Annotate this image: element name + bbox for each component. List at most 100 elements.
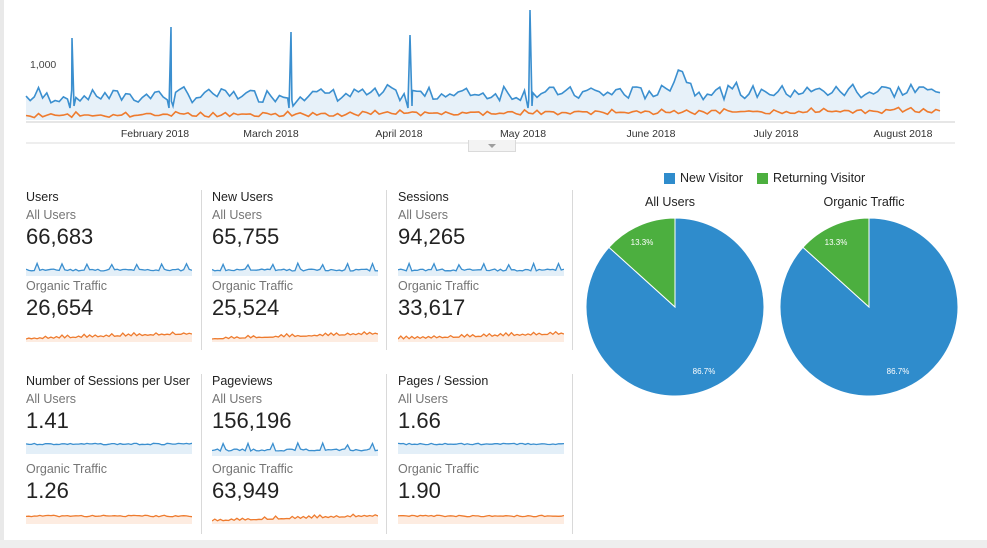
metric-title: Users — [26, 190, 59, 204]
metric-card-sessions: Sessions All Users 94,265 Organic Traffi… — [398, 190, 574, 350]
metric-card-pages-per-session: Pages / Session All Users 1.66 Organic T… — [398, 374, 574, 534]
metric-value: 1.90 — [398, 478, 441, 503]
sparkline-all-users — [26, 261, 192, 276]
sparkline-area — [398, 263, 564, 276]
segment-label: Organic Traffic — [398, 462, 480, 476]
sparkline-line — [212, 331, 378, 340]
sparkline-all-users — [212, 261, 378, 276]
divider — [572, 190, 573, 350]
sparkline-line — [212, 261, 378, 272]
sparkline-organic — [398, 514, 564, 524]
sparkline-all-users — [212, 441, 378, 456]
chart-collapse-toggle[interactable] — [468, 140, 516, 152]
sparkline-organic — [26, 514, 192, 524]
chevron-down-icon — [488, 143, 496, 148]
segment-label: All Users — [398, 208, 449, 222]
sparkline-line — [398, 442, 564, 446]
sparkline-organic — [212, 331, 378, 342]
sparkline-line — [398, 330, 564, 340]
segment-label: All Users — [212, 208, 263, 222]
legend-label: Returning Visitor — [772, 171, 866, 185]
segment-label: Organic Traffic — [212, 279, 294, 293]
metric-value: 33,617 — [398, 295, 466, 320]
sparkline-line — [398, 514, 564, 518]
sparkline-line — [212, 441, 378, 453]
sessions-line-chart: 1,000 February 2018 March 2018 April 201… — [25, 9, 955, 144]
legend-label: New Visitor — [680, 171, 743, 185]
divider — [386, 374, 387, 534]
sparkline-line — [26, 442, 192, 446]
divider — [572, 374, 573, 534]
divider — [386, 190, 387, 350]
metric-value: 65,755 — [212, 224, 280, 249]
metric-value: 66,683 — [26, 224, 94, 249]
sparkline-all-users — [398, 261, 564, 276]
x-label-apr: April 2018 — [375, 128, 422, 140]
sparkline-organic — [26, 331, 192, 342]
legend-new-visitor[interactable]: New Visitor — [664, 171, 743, 185]
pie-chart-all-users: 13.3% 86.7% — [585, 217, 765, 397]
pie-label-new: 86.7% — [693, 367, 716, 376]
divider — [201, 190, 202, 350]
segment-label: Organic Traffic — [398, 279, 480, 293]
segment-label: Organic Traffic — [26, 462, 108, 476]
metric-card-new-users: New Users All Users 65,755 Organic Traff… — [212, 190, 388, 350]
metric-card-sessions-per-user: Number of Sessions per User All Users 1.… — [26, 374, 202, 534]
sparkline-all-users — [398, 442, 564, 454]
pie-chart-organic: 13.3% 86.7% — [779, 217, 959, 397]
pie-label-returning: 13.3% — [825, 238, 848, 247]
sparkline-line — [26, 331, 192, 340]
all-users-line — [25, 9, 941, 110]
metric-title: Pageviews — [212, 374, 273, 388]
metric-title: Pages / Session — [398, 374, 489, 388]
segment-label: Organic Traffic — [26, 279, 108, 293]
pie-slice-returning-visitor[interactable] — [802, 217, 870, 309]
pie-title-organic: Organic Traffic — [823, 195, 905, 209]
all-users-area — [26, 10, 940, 120]
sparkline-line — [26, 514, 192, 518]
sparkline-organic — [398, 330, 564, 342]
metric-value: 1.66 — [398, 408, 441, 433]
pie-label-new: 86.7% — [887, 367, 910, 376]
x-label-mar: March 2018 — [243, 128, 299, 140]
left-border — [0, 0, 4, 548]
segment-label: All Users — [398, 392, 449, 406]
metric-card-users: Users All Users 66,683 Organic Traffic 2… — [26, 190, 202, 350]
metric-value: 1.26 — [26, 478, 69, 503]
x-label-feb: February 2018 — [121, 128, 189, 140]
metric-value: 25,524 — [212, 295, 280, 320]
pie-legend: New Visitor Returning Visitor — [664, 170, 879, 186]
x-label-aug: August 2018 — [874, 128, 933, 140]
segment-label: Organic Traffic — [212, 462, 294, 476]
bottom-border — [0, 540, 987, 548]
metric-value: 1.41 — [26, 408, 69, 433]
pie-slice-returning-visitor[interactable] — [608, 217, 676, 309]
metric-title: Number of Sessions per User — [26, 374, 190, 388]
legend-swatch-green — [756, 172, 768, 184]
x-label-may: May 2018 — [500, 128, 546, 140]
pie-label-returning: 13.3% — [631, 238, 654, 247]
sparkline-line — [26, 261, 192, 272]
organic-traffic-line — [25, 106, 941, 119]
sparkline-area — [398, 515, 564, 524]
segment-label: All Users — [212, 392, 263, 406]
sparkline-area — [26, 443, 192, 454]
sparkline-line — [212, 513, 378, 522]
divider — [201, 374, 202, 534]
metric-value: 63,949 — [212, 478, 280, 503]
metric-title: Sessions — [398, 190, 449, 204]
x-label-jun: June 2018 — [626, 128, 675, 140]
x-label-jul: July 2018 — [754, 128, 799, 140]
segment-label: All Users — [26, 208, 77, 222]
sparkline-area — [398, 443, 564, 454]
metric-value: 26,654 — [26, 295, 94, 320]
metric-title: New Users — [212, 190, 274, 204]
metric-value: 94,265 — [398, 224, 466, 249]
pie-title-all-users: All Users — [644, 195, 695, 209]
sparkline-area — [26, 515, 192, 524]
sparkline-organic — [212, 513, 378, 524]
segment-label: All Users — [26, 392, 77, 406]
y-tick-label: 1,000 — [30, 59, 56, 71]
metric-card-pageviews: Pageviews All Users 156,196 Organic Traf… — [212, 374, 388, 534]
legend-returning-visitor[interactable]: Returning Visitor — [756, 171, 866, 185]
